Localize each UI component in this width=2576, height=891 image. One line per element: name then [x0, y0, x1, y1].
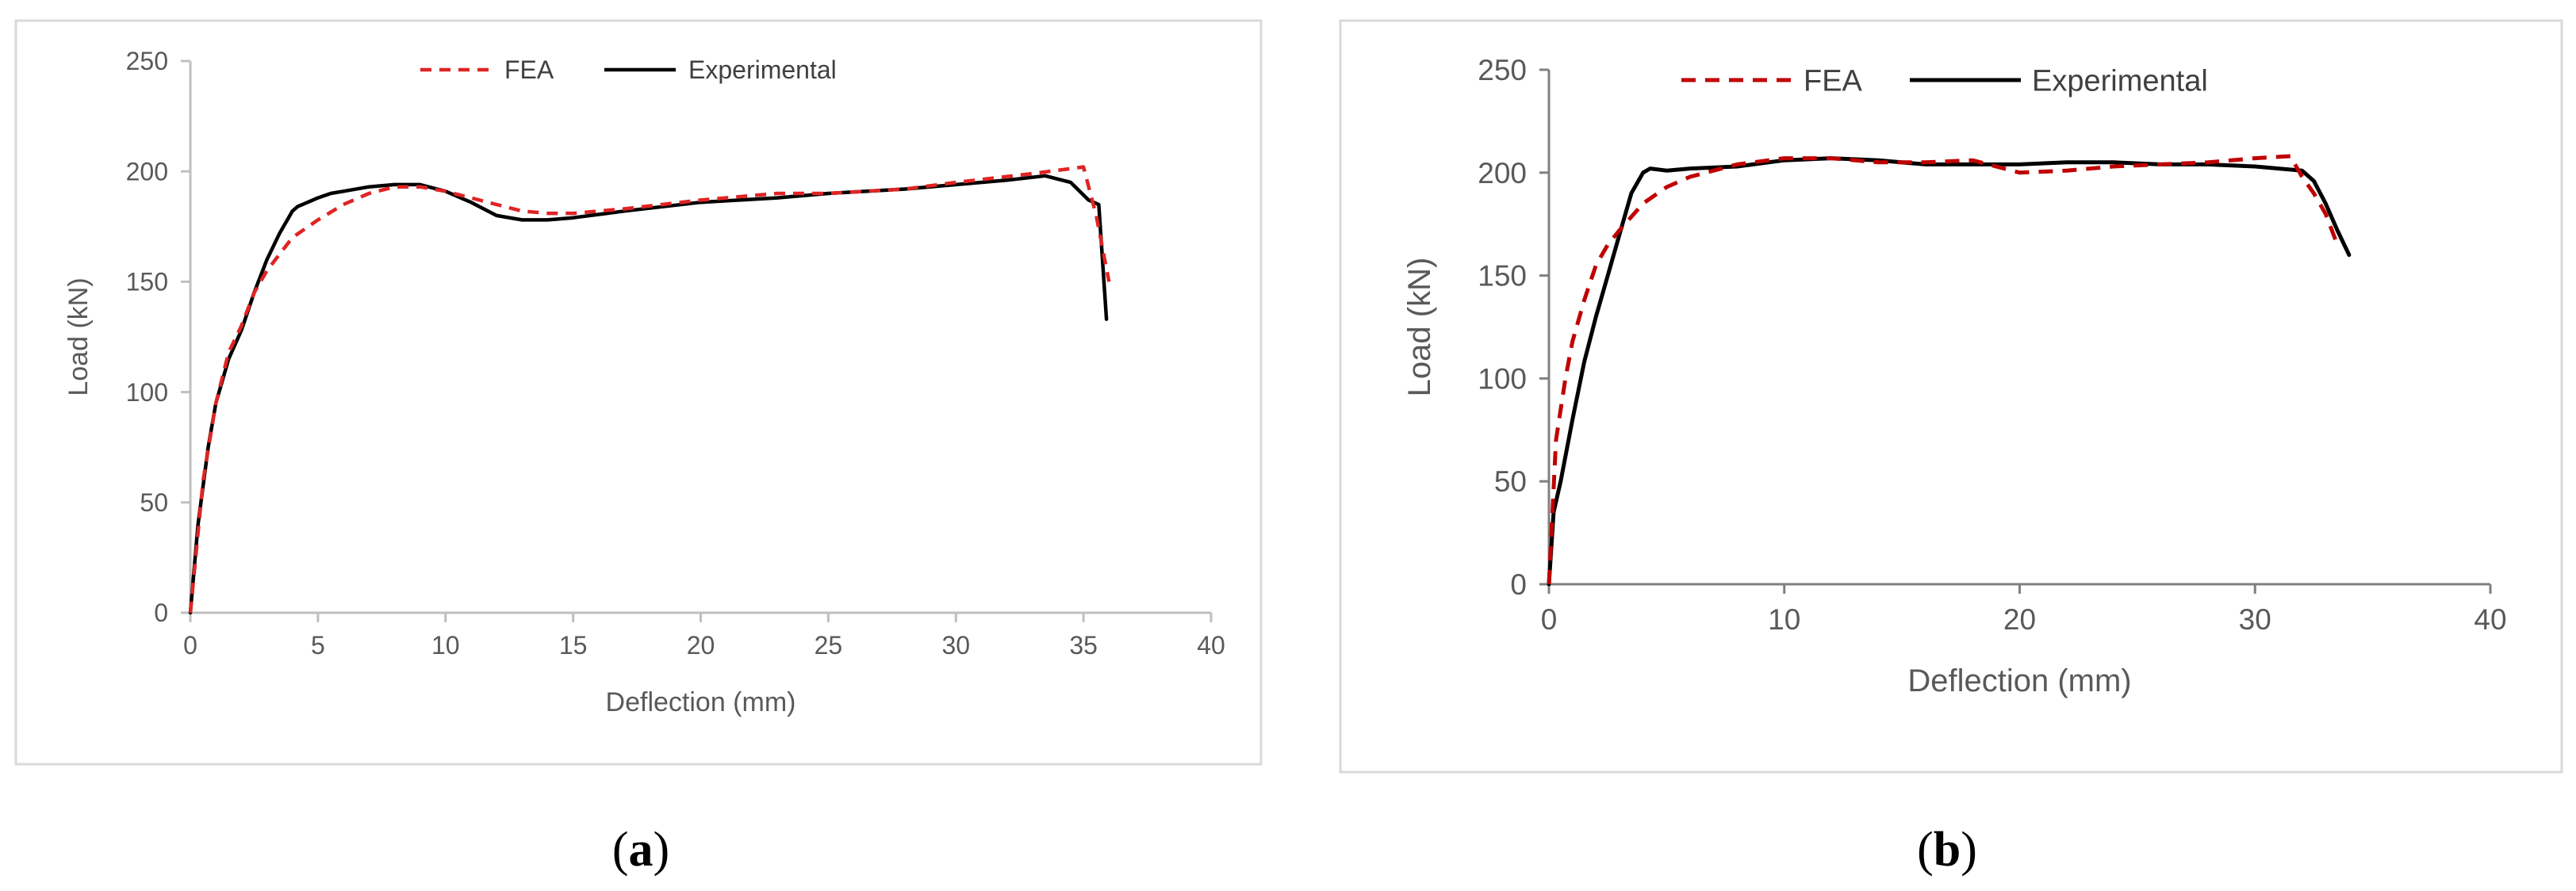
x-tick-label: 40	[2474, 603, 2506, 636]
x-tick-label: 10	[1768, 603, 1800, 636]
y-tick-label: 250	[1478, 54, 1527, 86]
y-tick-label: 150	[126, 268, 168, 296]
legend-label-fea: FEA	[1804, 64, 1863, 98]
series-line-fea	[1547, 154, 2340, 585]
legend-label-experimental: Experimental	[2032, 64, 2208, 98]
y-axis-title: Load (kN)	[63, 277, 94, 396]
x-tick-label: 15	[559, 631, 588, 660]
y-tick-label: 50	[1494, 465, 1527, 498]
y-tick-label: 0	[1510, 568, 1527, 601]
y-tick-label: 100	[1478, 362, 1527, 395]
x-axis-title: Deflection (mm)	[606, 687, 796, 717]
x-tick-label: 0	[1541, 603, 1558, 636]
x-tick-label: 40	[1197, 631, 1225, 660]
y-tick-label: 200	[126, 157, 168, 185]
y-tick-label: 100	[126, 378, 168, 407]
panel-label-b: (b)	[1917, 823, 1977, 877]
y-tick-label: 150	[1478, 260, 1527, 293]
x-tick-label: 20	[2003, 603, 2036, 636]
x-tick-label: 25	[815, 631, 843, 660]
y-tick-label: 50	[140, 488, 168, 517]
y-tick-label: 250	[126, 47, 168, 75]
chart-a: 0 50 100 150 200 250 0 5 10 15 20 25 30 35 40 Deflectio…	[63, 47, 1225, 717]
panel-label-a: (a)	[612, 823, 669, 877]
y-tick-label: 200	[1478, 157, 1527, 189]
legend-label-experimental: Experimental	[688, 55, 837, 84]
chart-b-frame	[1339, 19, 2563, 774]
y-axis-title: Load (kN)	[1402, 258, 1437, 397]
x-tick-label: 10	[431, 631, 460, 660]
legend-label-fea: FEA	[504, 55, 554, 84]
x-tick-label: 5	[311, 631, 325, 660]
chart-b: 0 50 100 150 200 250 0 10 20 30 40 Deflection (mm) L…	[1402, 54, 2507, 698]
chart-a-frame	[14, 19, 1263, 766]
x-axis-title: Deflection (mm)	[1907, 663, 2131, 698]
x-tick-label: 0	[183, 631, 197, 660]
x-tick-label: 35	[1069, 631, 1098, 660]
y-tick-label: 0	[154, 598, 168, 627]
x-tick-label: 30	[2239, 603, 2271, 636]
x-tick-label: 30	[941, 631, 970, 660]
x-tick-label: 20	[687, 631, 715, 660]
